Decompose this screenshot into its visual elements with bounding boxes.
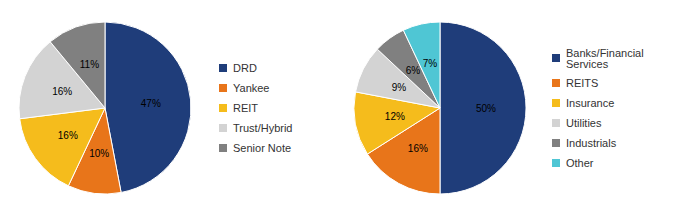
svg-text:11%: 11%: [80, 59, 99, 70]
svg-text:Industrials: Industrials: [566, 137, 617, 149]
svg-text:Services: Services: [566, 58, 609, 70]
svg-text:Senior Note: Senior Note: [233, 142, 291, 154]
svg-text:47%: 47%: [141, 98, 161, 109]
svg-text:16%: 16%: [52, 86, 72, 97]
svg-text:REITS: REITS: [566, 77, 598, 89]
svg-text:7%: 7%: [423, 58, 438, 69]
svg-text:9%: 9%: [392, 82, 407, 93]
svg-text:10%: 10%: [89, 148, 109, 159]
svg-text:16%: 16%: [408, 143, 428, 154]
svg-text:50%: 50%: [476, 103, 496, 114]
svg-text:Trust/Hybrid: Trust/Hybrid: [233, 122, 293, 134]
svg-text:16%: 16%: [58, 130, 78, 141]
svg-text:DRD: DRD: [233, 62, 257, 74]
svg-text:Yankee: Yankee: [233, 82, 270, 94]
svg-text:Insurance: Insurance: [566, 97, 614, 109]
svg-text:Other: Other: [566, 157, 594, 169]
svg-text:Banks/Financial: Banks/Financial: [566, 46, 644, 59]
svg-text:REIT: REIT: [233, 102, 258, 114]
svg-text:12%: 12%: [385, 111, 405, 122]
svg-text:6%: 6%: [406, 65, 421, 76]
svg-text:Utilities: Utilities: [566, 117, 602, 129]
